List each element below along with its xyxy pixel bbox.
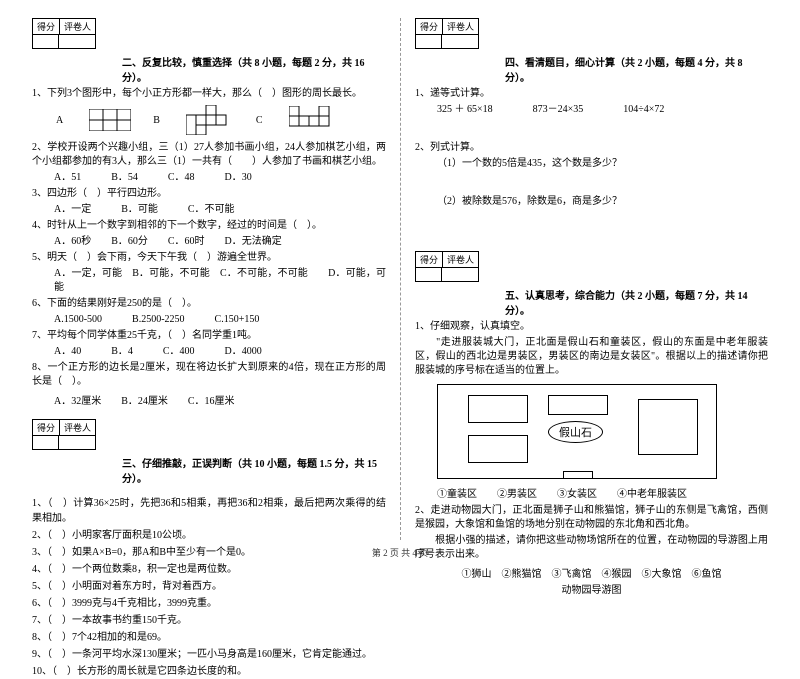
q6-text: 6、下面的结果刚好是250的是（ ）。 [32,297,386,311]
section2-title: 二、反复比较，慎重选择（共 8 小题，每题 2 分，共 16 分）。 [32,54,386,84]
tf-item: 8、（ ）7个42相加的和是69。 [32,630,386,645]
score-table-5: 得分 评卷人 [415,251,479,282]
map-title: 动物园导游图 [415,584,768,598]
page: 得分 评卷人 二、反复比较，慎重选择（共 8 小题，每题 2 分，共 16 分）… [0,0,800,540]
tf-item: 5、（ ）小明面对着东方时，背对着西方。 [32,579,386,594]
score-table-3: 得分 评卷人 [32,419,96,450]
tf-item: 7、（ ）一本故事书约重150千克。 [32,613,386,628]
q7-options: A．40 B．4 C．400 D．4000 [32,345,386,359]
q3-text: 3、四边形（ ）平行四边形。 [32,187,386,201]
s5-q1-desc: "走进服装城大门，正北面是假山石和童装区，假山的东面是中老年服装区，假山的西北边… [415,336,768,378]
page-footer: 第 2 页 共 4 页 [0,546,800,559]
q5-options: A．一定，可能 B．可能，不可能 C．不可能，不可能 D．可能，可能 [32,267,386,295]
score-header: 得分 [33,19,60,34]
tf-list: 1、（ ）计算36×25时，先把36和5相乘，再把36和2相乘，最后把两次乘得的… [32,496,386,679]
tf-item: 10、（ ）长方形的周长就是它四条边长度的和。 [32,664,386,679]
shape-a [89,109,131,131]
s4-q2a: （1）一个数的5倍是435，这个数是多少？ [415,157,768,171]
tf-item: 9、（ ）一条河平均水深130厘米；一匹小马身高是160厘米，它肯定能通过。 [32,647,386,662]
q6-options: A.1500-500 B.2500-2250 C.150+150 [32,313,386,327]
label-a: A [56,115,63,126]
q4-text: 4、时针从上一个数字到相邻的下一个数字，经过的时间是（ ）。 [32,219,386,233]
tf-item: 1、（ ）计算36×25时，先把36和5相乘，再把36和2相乘，最后把两次乘得的… [32,496,386,526]
s4-q1: 1、递等式计算。 [415,87,768,101]
right-column: 得分 评卷人 四、看清题目，细心计算（共 2 小题，每题 4 分，共 8 分）。… [400,18,768,540]
reviewer-header: 评卷人 [60,19,95,34]
label-c: C [256,115,263,126]
tf-item: 6、（ ）3999克与4千克相比，3999克重。 [32,596,386,611]
q3-options: A．一定 B．可能 C．不可能 [32,203,386,217]
q1-text: 1、下列3个图形中，每个小正方形都一样大，那么（ ）图形的周长最长。 [32,87,386,101]
tf-item: 2、（ ）小明家客厅面积是10公顷。 [32,528,386,543]
s5-opts1: ①童装区 ②男装区 ③女装区 ④中老年服装区 [415,485,768,500]
q8-options: A．32厘米 B．24厘米 C．16厘米 [32,395,386,409]
s4-q2: 2、列式计算。 [415,141,768,155]
shape-c [289,106,339,134]
rock-label: 假山石 [548,421,603,443]
q2-text: 2、学校开设两个兴趣小组，三（1）27人参加书画小组，24人参加棋艺小组，两个小… [32,141,386,169]
left-column: 得分 评卷人 二、反复比较，慎重选择（共 8 小题，每题 2 分，共 16 分）… [32,18,400,540]
section3-title: 三、仔细推敲，正误判断（共 10 小题，每题 1.5 分，共 15 分）。 [32,455,386,485]
q5-text: 5、明天（ ）会下雨，今天下午我（ ）游遍全世界。 [32,251,386,265]
s4-q1-expr: 325 ＋ 65×18 873－24×35 104÷4×72 [415,103,768,117]
shape-b [186,105,234,135]
s5-q2: 2、走进动物园大门，正北面是狮子山和熊猫馆，狮子山的东侧是飞禽馆，西侧是猴园，大… [415,504,768,532]
score-table: 得分 评卷人 [32,18,96,49]
diagram-box: 假山石 [437,384,717,479]
tf-item: 4、（ ）一个两位数乘8，积一定也是两位数。 [32,562,386,577]
s5-opts2: ①狮山 ②熊猫馆 ③飞禽馆 ④猴园 ⑤大象馆 ⑥鱼馆 [415,568,768,582]
shapes-row: A B C [56,105,386,135]
s5-q1: 1、仔细观察，认真填空。 [415,320,768,334]
section5-title: 五、认真思考，综合能力（共 2 小题，每题 7 分，共 14 分）。 [415,287,768,317]
s4-q2b: （2）被除数是576，除数是6，商是多少？ [415,195,768,209]
q8-text: 8、一个正方形的边长是2厘米，现在将边长扩大到原来的4倍，现在正方形的周长是（ … [32,361,386,389]
q4-options: A．60秒 B．60分 C．60时 D．无法确定 [32,235,386,249]
section4-title: 四、看清题目，细心计算（共 2 小题，每题 4 分，共 8 分）。 [415,54,768,84]
score-table-4: 得分 评卷人 [415,18,479,49]
q7-text: 7、平均每个同学体重25千克，（ ）名同学重1吨。 [32,329,386,343]
q2-options: A．51 B．54 C．48 D．30 [32,171,386,185]
label-b: B [153,115,160,126]
